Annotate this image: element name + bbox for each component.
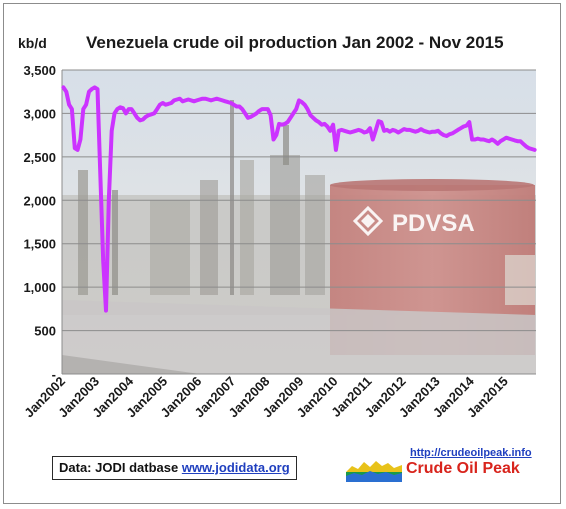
y-tick-labels: - 500 1,000 1,500 2,000 2,500 3,000 3,500 [23, 63, 56, 382]
chart-title: Venezuela crude oil production Jan 2002 … [86, 33, 504, 52]
brand-name: Crude Oil Peak [406, 460, 520, 477]
y-tick-label: 500 [34, 324, 56, 339]
refinery-photo-background: PDVSA [62, 70, 536, 374]
y-tick-label: 3,000 [23, 106, 56, 121]
brand-url-link[interactable]: http://crudeoilpeak.info [410, 447, 532, 459]
x-tick-labels: Jan2002Jan2003Jan2004Jan2005Jan2006Jan20… [21, 373, 511, 420]
y-tick-label: 3,500 [23, 63, 56, 78]
pdvsa-logo-icon [352, 205, 384, 237]
series-line [61, 85, 537, 313]
y-tick-label: - [52, 367, 56, 382]
y-tick-label: 2,000 [23, 193, 56, 208]
y-tick-label: 2,500 [23, 150, 56, 165]
y-axis-unit: kb/d [18, 35, 47, 51]
y-gridlines [62, 69, 536, 332]
y-tick-label: 1,000 [23, 280, 56, 295]
data-source-text: Data: JODI datbase [59, 460, 182, 475]
data-source-box: Data: JODI datbase www.jodidata.org [52, 456, 297, 480]
y-tick-label: 1,500 [23, 237, 56, 252]
data-source-link[interactable]: www.jodidata.org [181, 460, 290, 475]
pdvsa-tank-text: PDVSA [392, 210, 475, 237]
crude-oil-peak-logo-icon [346, 461, 402, 482]
